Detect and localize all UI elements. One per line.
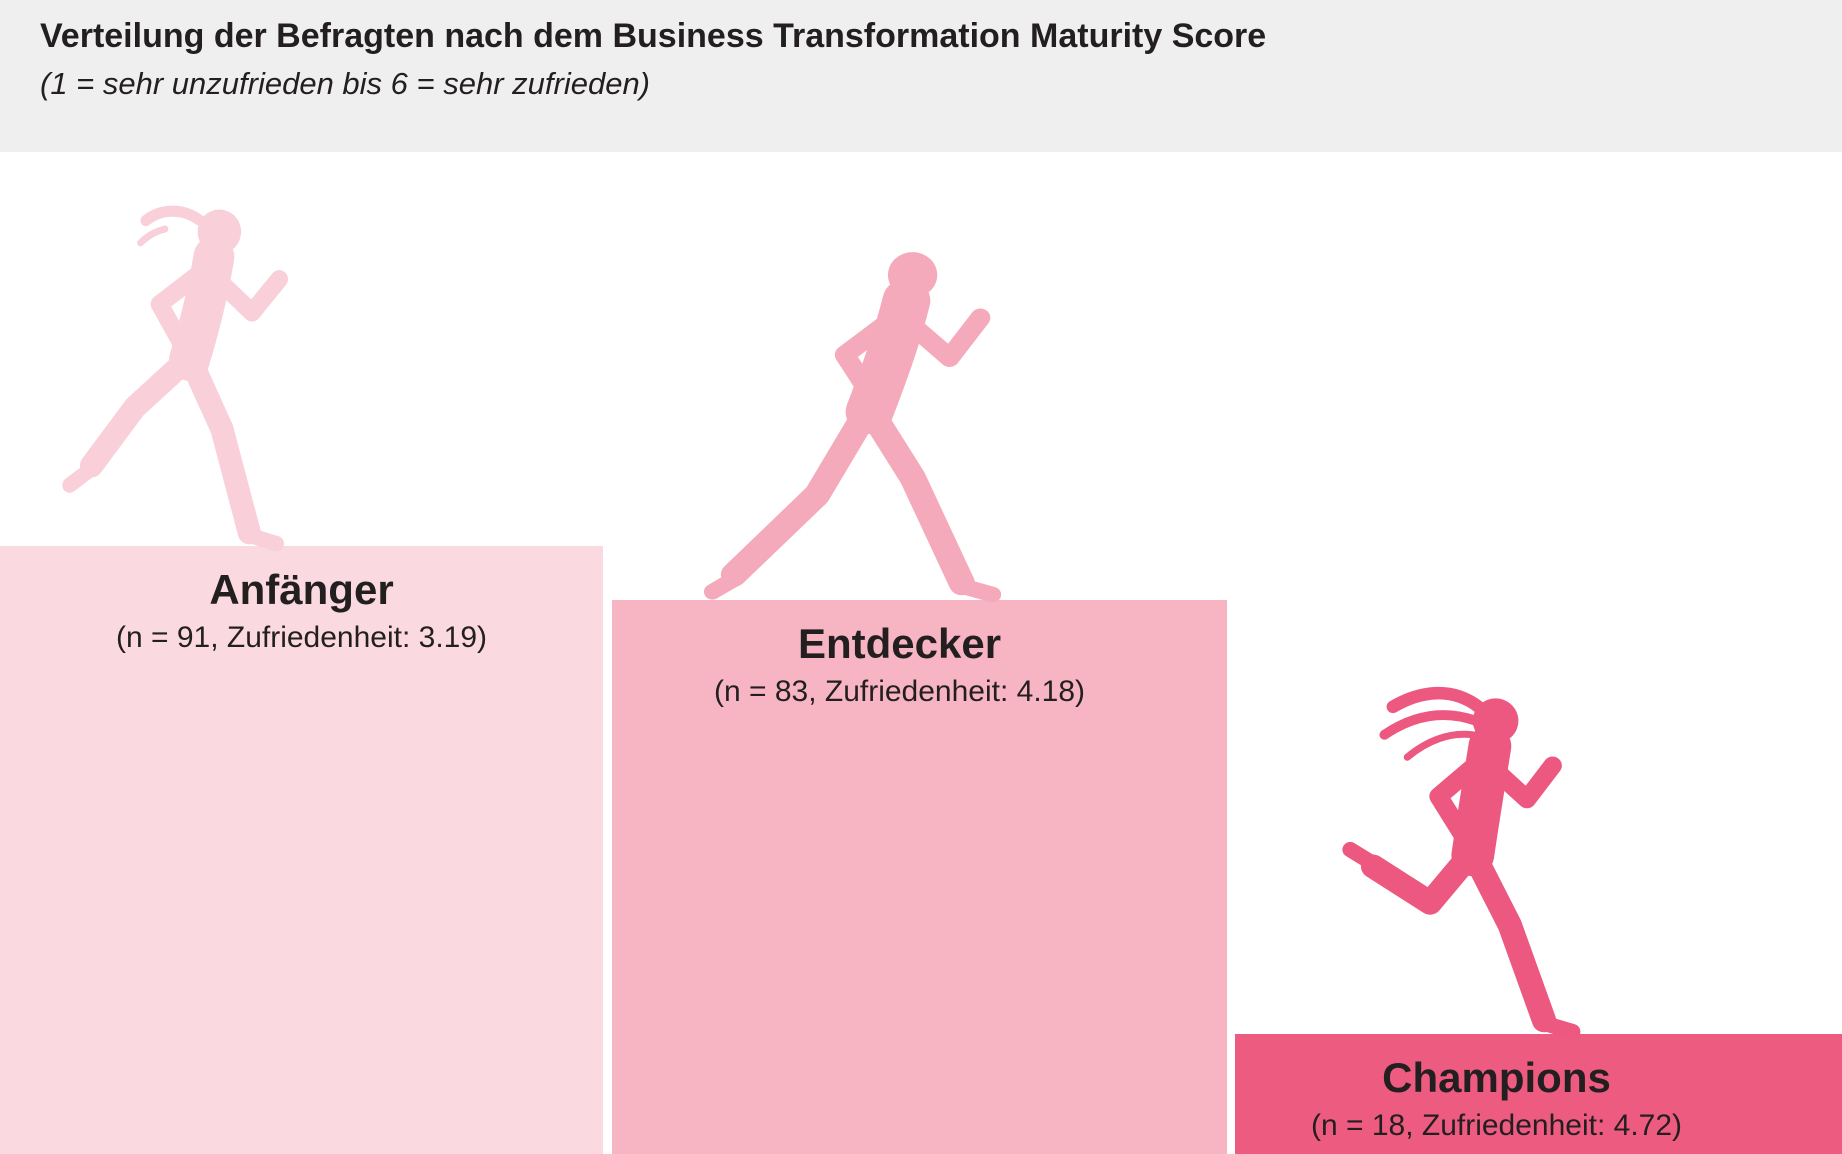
category-stats: (n = 83, Zufriedenheit: 4.18) bbox=[713, 675, 1086, 709]
female-runner-icon bbox=[1336, 676, 1621, 1040]
category-stats: (n = 18, Zufriedenheit: 4.72) bbox=[1310, 1109, 1683, 1143]
bar-anfaenger: Anfänger (n = 91, Zufriedenheit: 3.19) bbox=[0, 546, 603, 1154]
bar-champions: Champions (n = 18, Zufriedenheit: 4.72) bbox=[1235, 1034, 1842, 1154]
header: Verteilung der Befragten nach dem Busine… bbox=[0, 0, 1842, 152]
category-label: Anfänger bbox=[209, 566, 394, 613]
maturity-step-anfaenger: Anfänger (n = 91, Zufriedenheit: 3.19) bbox=[0, 152, 603, 1154]
category-stats: (n = 91, Zufriedenheit: 3.19) bbox=[115, 621, 488, 655]
category-label: Entdecker bbox=[797, 620, 1002, 667]
bar-label-group: Champions (n = 18, Zufriedenheit: 4.72) bbox=[1193, 1034, 1800, 1144]
chart-subtitle: (1 = sehr unzufrieden bis 6 = sehr zufri… bbox=[40, 65, 651, 101]
bar-label-group: Anfänger (n = 91, Zufriedenheit: 3.19) bbox=[0, 546, 603, 656]
maturity-step-champions: Champions (n = 18, Zufriedenheit: 4.72) bbox=[1235, 152, 1842, 1154]
category-label: Champions bbox=[1382, 1054, 1611, 1101]
maturity-step-entdecker: Entdecker (n = 83, Zufriedenheit: 4.18) bbox=[612, 152, 1227, 1154]
female-runner-icon bbox=[48, 190, 320, 552]
bar-label-group: Entdecker (n = 83, Zufriedenheit: 4.18) bbox=[592, 600, 1207, 710]
bar-entdecker: Entdecker (n = 83, Zufriedenheit: 4.18) bbox=[612, 600, 1227, 1154]
male-runner-icon bbox=[697, 235, 1005, 606]
chart-title: Verteilung der Befragten nach dem Busine… bbox=[40, 17, 1267, 55]
